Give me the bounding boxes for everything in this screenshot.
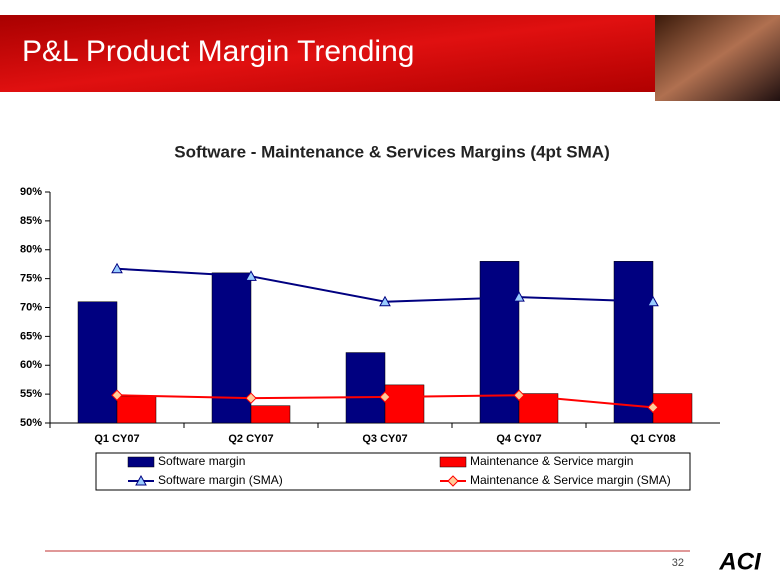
legend-label: Maintenance & Service margin: [470, 454, 633, 468]
line-marker: [111, 262, 123, 274]
y-tick-label: 60%: [20, 359, 42, 371]
legend-swatch: [127, 456, 155, 468]
line-marker: [647, 401, 659, 414]
legend-swatch: [439, 456, 467, 468]
y-tick-label: 70%: [20, 301, 42, 313]
bar: [384, 384, 425, 424]
page-number: 32: [672, 557, 684, 569]
y-tick-label: 80%: [20, 244, 42, 256]
x-tick-label: Q4 CY07: [496, 433, 541, 445]
line-marker: [513, 291, 525, 302]
line-marker: [245, 392, 257, 404]
bar: [652, 393, 693, 424]
bar: [613, 261, 654, 424]
y-tick-label: 90%: [20, 186, 42, 198]
x-tick-label: Q1 CY07: [94, 433, 139, 445]
legend-label: Software margin: [158, 454, 245, 468]
legend-label: Maintenance & Service margin (SMA): [470, 473, 671, 487]
y-tick-label: 75%: [20, 273, 42, 285]
legend-label: Software margin (SMA): [158, 473, 283, 487]
header-photo: [655, 15, 780, 101]
bar: [250, 405, 291, 424]
line-marker: [647, 295, 659, 307]
x-tick-label: Q1 CY08: [630, 433, 675, 445]
line-marker: [379, 295, 391, 307]
chart-title: Software - Maintenance & Services Margin…: [174, 142, 610, 161]
slide-title: P&L Product Margin Trending: [22, 35, 414, 68]
y-tick-label: 55%: [20, 388, 42, 400]
line-marker: [135, 474, 147, 486]
logo: ACI: [718, 548, 762, 575]
y-tick-label: 50%: [20, 417, 42, 429]
x-tick-label: Q3 CY07: [362, 433, 407, 445]
line-marker: [379, 391, 391, 403]
y-tick-label: 65%: [20, 330, 42, 342]
bar: [345, 352, 386, 424]
legend-box: [95, 452, 691, 491]
bar: [77, 301, 118, 424]
y-tick-label: 85%: [20, 215, 42, 227]
header-banner: [0, 15, 660, 92]
line-marker: [245, 270, 257, 281]
line-marker: [513, 389, 525, 401]
x-tick-label: Q2 CY07: [228, 433, 273, 445]
bar: [116, 396, 157, 424]
line-marker: [111, 389, 123, 401]
bar: [211, 272, 252, 424]
line-marker: [447, 475, 459, 487]
bar: [479, 261, 520, 424]
